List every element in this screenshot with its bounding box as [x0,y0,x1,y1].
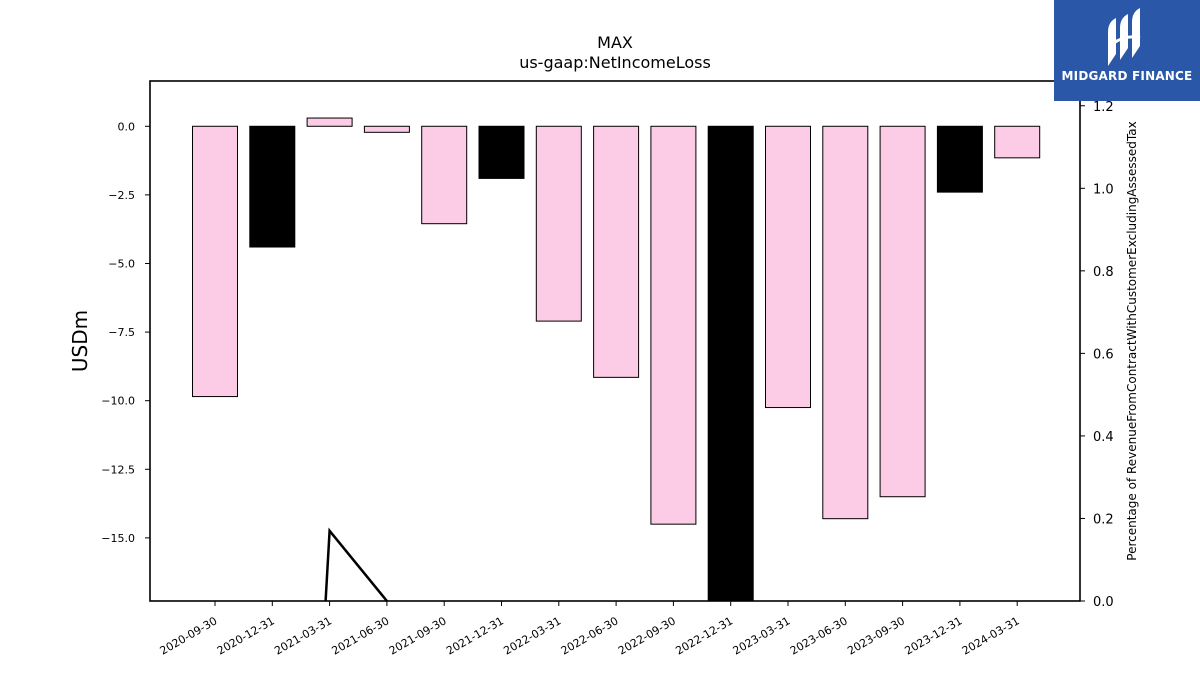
y-tick-label: −2.5 [108,189,135,202]
y2-tick-label: 1.0 [1093,182,1114,197]
x-tick-label: 2021-06-30 [330,614,392,657]
bar-2021-03-31 [306,117,353,127]
y2-tick-label: 0.2 [1093,512,1114,527]
x-tick-label: 2021-03-31 [272,614,334,657]
y-tick-label: 0.0 [118,120,136,133]
bar-2024-03-31 [994,125,1041,159]
bar-2022-03-31 [535,125,582,322]
y-tick-label: −15.0 [101,532,135,545]
x-tick-label: 2021-09-30 [387,614,449,657]
x-tick-label: 2022-09-30 [616,614,678,657]
y-tick-label: −5.0 [108,257,135,270]
x-tick-label: 2023-12-31 [903,614,965,657]
x-tick-label: 2022-03-31 [501,614,563,657]
chart-title: MAX [597,33,633,52]
x-tick-label: 2020-09-30 [158,614,220,657]
line-layer [324,527,388,602]
bar-2020-09-30 [192,125,238,398]
x-tick-label: 2022-06-30 [559,614,621,657]
y2-tick-label: 1.2 [1093,100,1114,115]
y-tick-label: −12.5 [101,463,135,476]
logo-icon [1108,8,1141,66]
bar-2023-03-31 [765,125,811,409]
y2-tick-label: 0.8 [1093,265,1114,280]
bar-2021-12-31 [478,125,525,179]
x-tick-label: 2023-06-30 [788,614,850,657]
bars-layer [192,117,1041,602]
y2-tick-label: 0.0 [1093,595,1114,610]
y-axis-label: USDm [68,310,92,372]
midgard-finance-logo: MIDGARD FINANCE [1054,0,1200,101]
y2-tick-label: 0.4 [1093,430,1114,445]
bar-2022-09-30 [650,125,697,525]
x-axis: 2020-09-302020-12-312021-03-312021-06-30… [158,601,1022,658]
line-series [324,527,388,602]
x-tick-label: 2021-12-31 [444,614,506,657]
x-tick-label: 2022-12-31 [673,614,735,657]
x-tick-label: 2023-03-31 [731,614,793,657]
plot-frame [149,80,1081,602]
bar-2023-06-30 [822,125,869,520]
logo-text: MIDGARD FINANCE [1061,69,1193,83]
y2-tick-label: 0.6 [1093,347,1114,362]
x-tick-label: 2024-03-31 [960,614,1022,657]
bar-2021-06-30 [363,125,410,133]
bar-2022-12-31 [707,125,754,602]
x-tick-label: 2020-12-31 [215,614,277,657]
chart-subtitle: us-gaap:NetIncomeLoss [519,53,711,72]
bar-2022-06-30 [593,125,640,378]
y-tick-label: −7.5 [108,326,135,339]
y2-axis: 0.0 0.2 0.4 0.6 0.8 1.0 1.2 [1080,100,1114,610]
x-tick-label: 2023-09-30 [845,614,907,657]
bar-2021-09-30 [421,125,468,225]
y-axis: 0.0 −2.5 −5.0 −7.5 −10.0 −12.5 −15.0 [101,120,150,545]
y-tick-label: −10.0 [101,395,135,408]
y2-axis-label: Percentage of RevenueFromContractWithCus… [1125,121,1139,560]
bar-2023-09-30 [879,125,926,498]
bar-2023-12-31 [936,125,983,193]
bar-2020-12-31 [249,125,296,248]
